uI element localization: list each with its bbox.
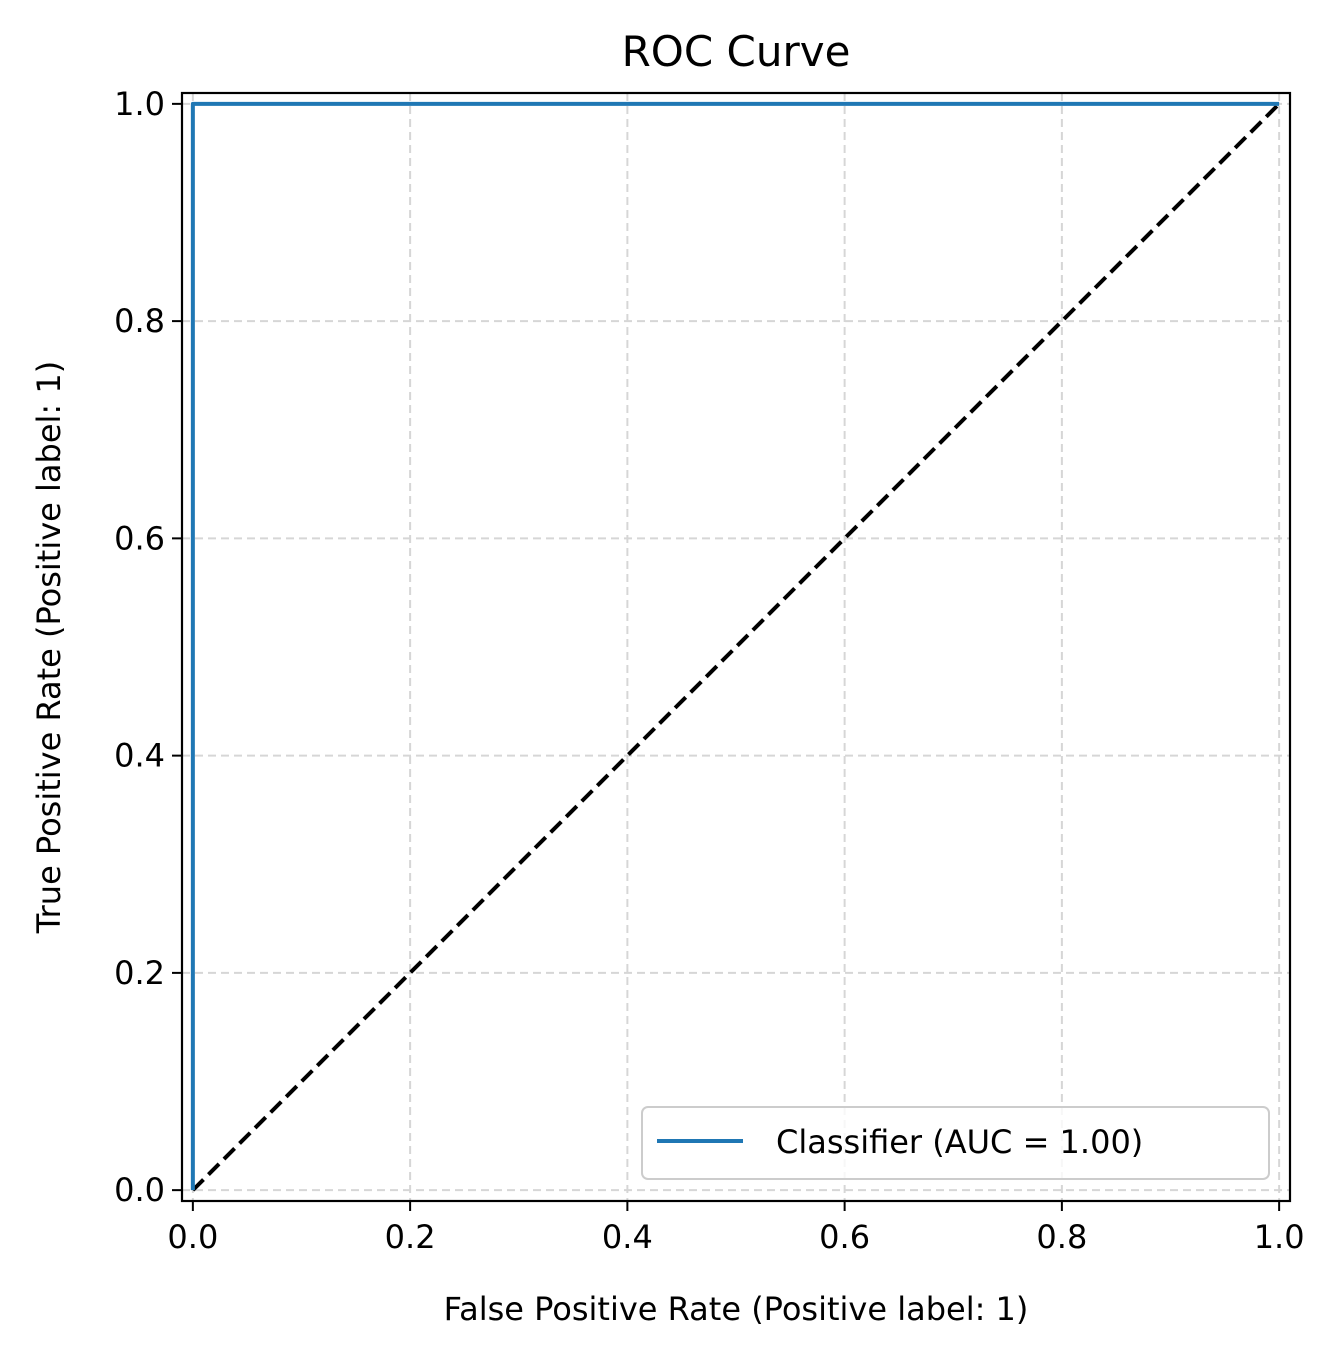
x-tick-label: 0.6: [819, 1218, 870, 1256]
plot-frame: [180, 91, 1292, 1203]
y-tick-label: 1.0: [114, 85, 165, 123]
x-tick-label: 0.2: [385, 1218, 436, 1256]
legend-label-classifier: Classifier (AUC = 1.00): [776, 1123, 1143, 1161]
x-tick-label: 0.8: [1036, 1218, 1087, 1256]
grid-lines: [182, 93, 1290, 1201]
y-tick-label: 0.4: [114, 737, 165, 775]
chart-title: ROC Curve: [622, 27, 851, 76]
roc-curve-classifier: [190, 101, 1280, 1191]
x-tick-label: 1.0: [1254, 1218, 1305, 1256]
series-layer: [190, 101, 1281, 1192]
legend-box: [641, 1106, 1270, 1180]
y-tick-label: 0.6: [114, 519, 165, 557]
y-tick-label: 0.0: [114, 1171, 165, 1209]
legend: Classifier (AUC = 1.00): [641, 1106, 1270, 1180]
y-tick-label: 0.8: [114, 302, 165, 340]
chance-diagonal-line: [191, 102, 1281, 1192]
x-tick-label: 0.0: [167, 1218, 218, 1256]
x-tick-label: 0.4: [602, 1218, 653, 1256]
axis-ticks: 0.0 0.2 0.4 0.6 0.8 1.0 0.0 0.2 0.4 0.6 0.8 1.0: [114, 85, 1304, 1256]
x-axis-label: False Positive Rate (Positive label: 1): [444, 1290, 1029, 1328]
y-axis-label: True Positive Rate (Positive label: 1): [30, 361, 68, 934]
y-tick-label: 0.2: [114, 954, 165, 992]
